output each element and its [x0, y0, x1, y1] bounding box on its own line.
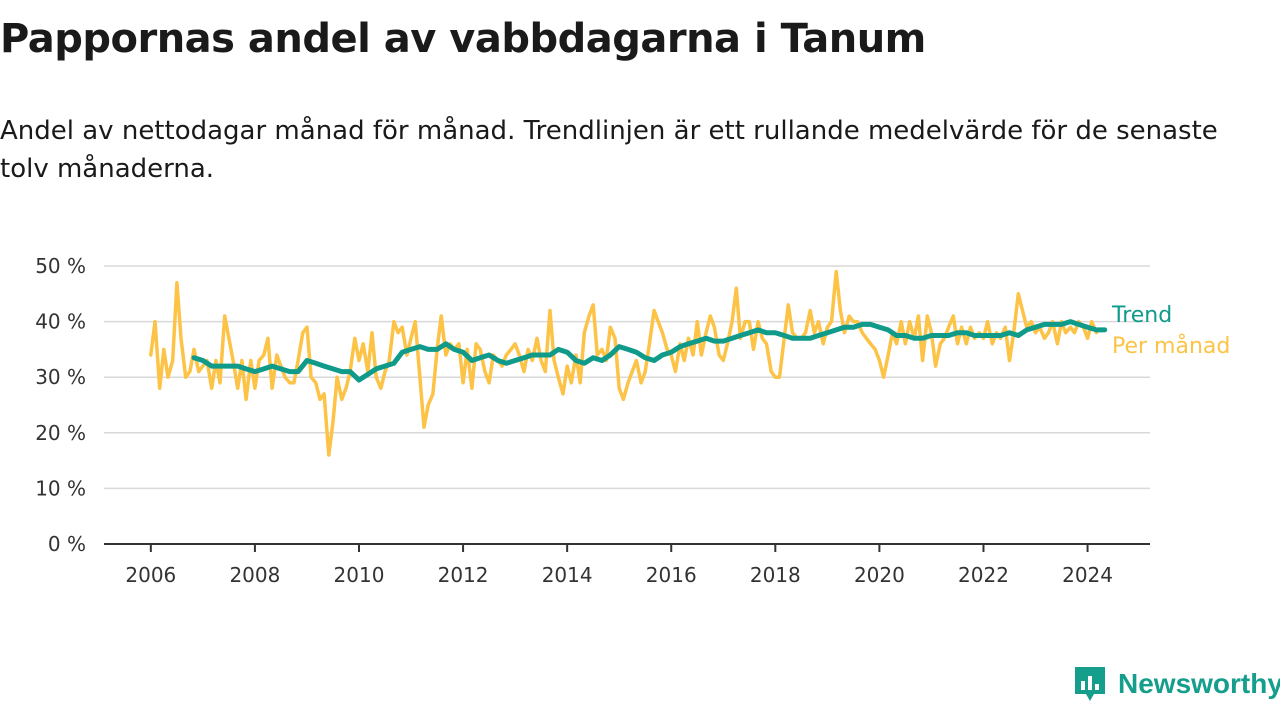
x-tick-label: 2012 — [438, 563, 489, 587]
x-tick-label: 2022 — [958, 563, 1009, 587]
chart-title: Pappornas andel av vabbdagarna i Tanum — [0, 16, 926, 62]
brand: Newsworthy — [1072, 664, 1280, 704]
series-layer — [149, 269, 1108, 457]
y-tick-label: 40 % — [35, 310, 86, 334]
x-axis: 2006 2008 2010 2012 2014 2016 2018 2020 2022 2024 — [104, 543, 1150, 587]
series-line-per-m-nad — [149, 269, 1099, 457]
y-axis-tick-labels: 0 % 10 % 20 % 30 % 40 % 50 % — [35, 254, 86, 556]
series-line-trend — [191, 319, 1108, 383]
x-tick-label: 2008 — [229, 563, 280, 587]
y-tick-label: 50 % — [35, 254, 86, 278]
x-tick-label: 2024 — [1062, 563, 1113, 587]
brand-name: Newsworthy — [1118, 668, 1280, 699]
gridlines — [104, 265, 1150, 490]
chart-subtitle: Andel av nettodagar månad för månad. Tre… — [0, 116, 1218, 184]
x-tick-label: 2014 — [542, 563, 593, 587]
y-tick-label: 0 % — [48, 532, 86, 556]
x-tick-label: 2018 — [750, 563, 801, 587]
x-tick-label: 2006 — [125, 563, 176, 587]
x-tick-label: 2020 — [854, 563, 905, 587]
newsworthy-logo-icon — [1075, 667, 1105, 701]
y-tick-label: 30 % — [35, 365, 86, 389]
x-tick-label: 2016 — [646, 563, 697, 587]
y-tick-label: 20 % — [35, 421, 86, 445]
series-label-trend: Trend — [1111, 303, 1172, 328]
y-tick-label: 10 % — [35, 476, 86, 500]
series-label-per-m-nad: Per månad — [1112, 333, 1230, 359]
legend-labels: Trend Per månad — [1111, 303, 1230, 359]
x-tick-label: 2010 — [334, 563, 385, 587]
